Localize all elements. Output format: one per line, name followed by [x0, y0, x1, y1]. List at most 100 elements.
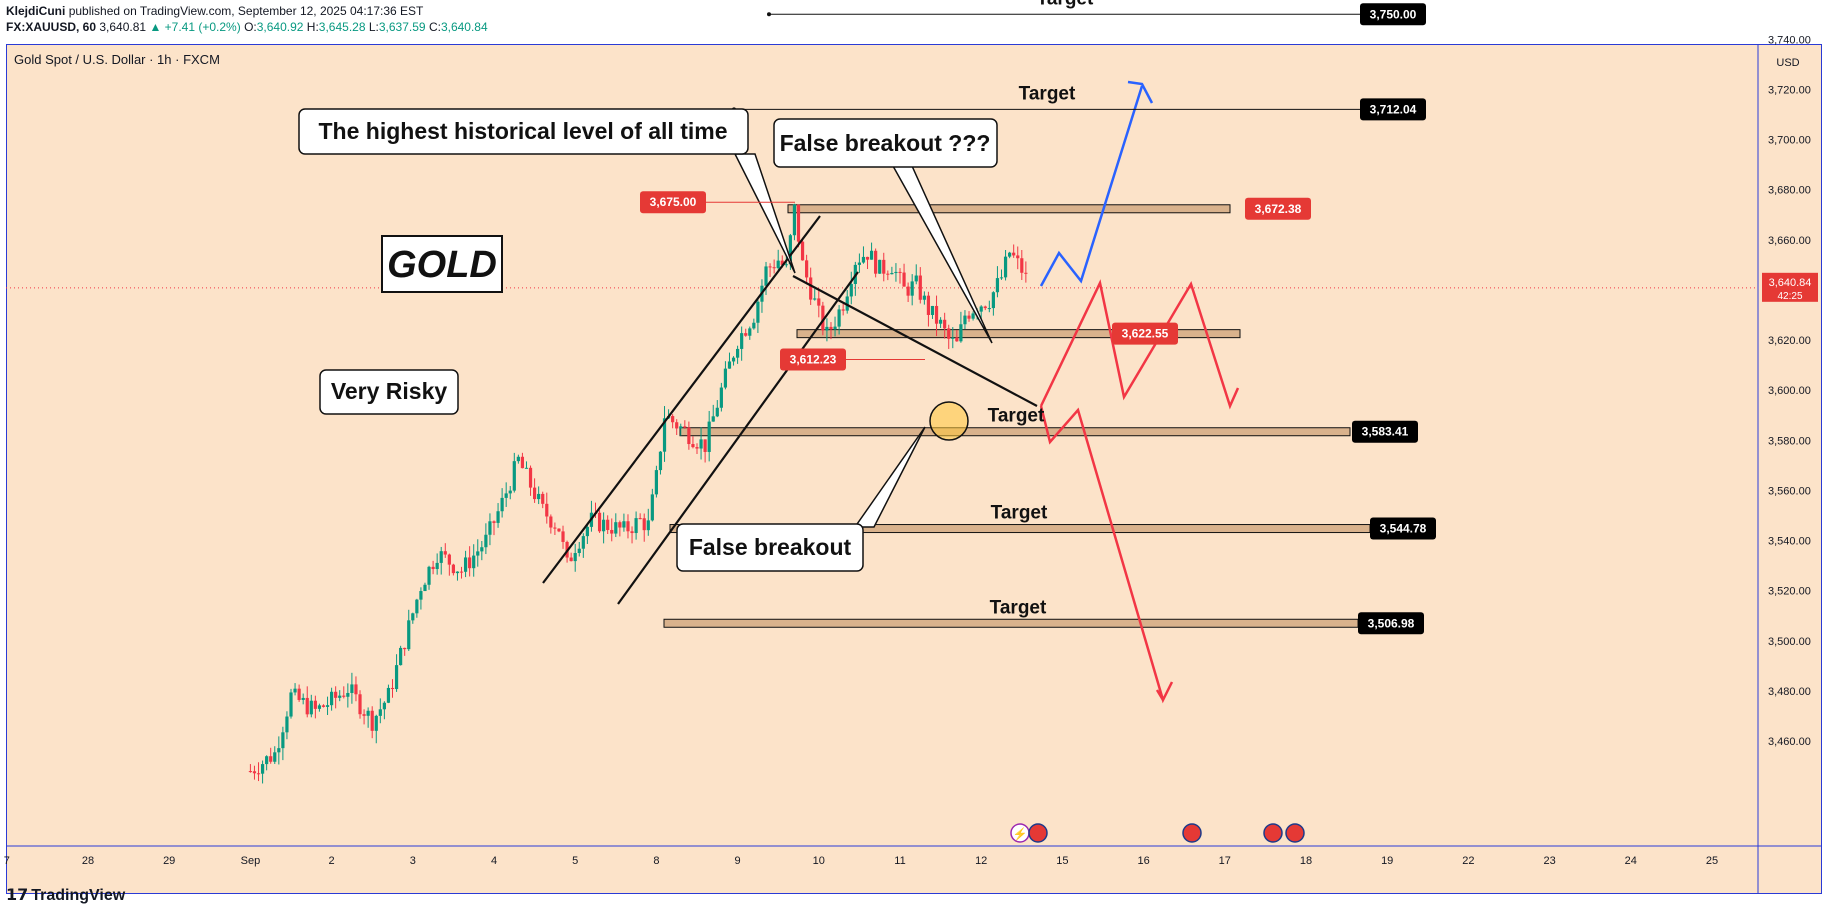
target-zone-3583 [679, 427, 1351, 437]
candle-body [281, 732, 285, 749]
candle-body [662, 418, 667, 452]
time-tick-label: 11 [894, 855, 905, 867]
publish-text: published on TradingView.com, September … [68, 4, 424, 18]
target-label-3750: Target [1037, 0, 1094, 9]
candle-body [512, 461, 516, 491]
time-axis[interactable]: 7 28 29 Sep 2 3 4 5 8 9 10 11 12 15 16 17 18 19 22 23 24 25 [4, 855, 1718, 867]
candle-body [338, 695, 342, 698]
candle-body [679, 426, 683, 429]
candle-body [784, 264, 788, 266]
candle-body [796, 204, 801, 242]
candle-body [293, 688, 297, 693]
candle-body [634, 518, 638, 534]
candle-body [480, 547, 484, 552]
candle-body [362, 714, 366, 716]
symbol-label: FX:XAUUSD, 60 [6, 20, 97, 34]
price-label-3622-box [1112, 322, 1178, 345]
candle-body [553, 527, 557, 529]
candle-body [817, 298, 821, 306]
levels: Target 3,750.00 Target 3,712.04 3,675.00 3,67… [640, 0, 1436, 635]
candle-body [841, 309, 845, 311]
candle-body [573, 553, 577, 562]
event-icons[interactable]: ⚡ [1010, 823, 1305, 843]
price-tick-label: 3,520.00 [1768, 586, 1811, 598]
price-tick-label: 3,700.00 [1768, 135, 1811, 147]
chart-title: Gold Spot / U.S. Dollar · 1h · FXCM [14, 52, 220, 67]
candle-body [1020, 258, 1024, 273]
candle-body [252, 771, 257, 774]
candle-body [569, 557, 573, 562]
candle-body [549, 516, 553, 528]
candle-body [325, 705, 330, 707]
price-tick-label: 3,560.00 [1768, 485, 1811, 497]
candle-body [545, 503, 549, 517]
us-flag-event-icon[interactable] [1028, 823, 1048, 843]
gold-text: GOLD [387, 244, 497, 286]
candle-body [423, 584, 427, 592]
candle-body [463, 557, 468, 572]
candle-body [792, 204, 797, 236]
candle-body [874, 250, 878, 274]
candle-body [561, 531, 565, 542]
channel-upper-line [542, 215, 821, 584]
candle-body [285, 716, 289, 733]
candle-body [350, 684, 354, 693]
candle-body [390, 687, 395, 690]
price-label-3612-text: 3,612.23 [790, 353, 837, 367]
candle-body [577, 548, 581, 554]
price-tick-label: 3,720.00 [1768, 84, 1811, 96]
target-label-3712: Target [1019, 83, 1076, 104]
candle-body [715, 407, 719, 417]
time-tick-label: 24 [1625, 855, 1637, 867]
tradingview-brand[interactable]: 𝟭𝟳 TradingView [6, 887, 126, 904]
candle-body [415, 599, 419, 614]
channel-lower-line [617, 271, 859, 605]
candle-body [683, 426, 687, 428]
bearish-arrowhead [1155, 689, 1165, 701]
candle-body [857, 262, 861, 265]
candle-body [435, 562, 439, 570]
us-flag-event-icon[interactable] [1285, 823, 1305, 843]
bullish-forecast-path [1039, 85, 1144, 287]
target-label-3544: Target [991, 503, 1048, 524]
candle-body [894, 271, 898, 274]
false-q-text: False breakout ??? [780, 130, 991, 156]
candle-body [821, 305, 825, 331]
candle-body [403, 647, 407, 650]
time-tick-label: 17 [1219, 855, 1231, 867]
candle-body [752, 322, 756, 329]
target-label-3506: Target [990, 597, 1047, 618]
candle-body [930, 305, 935, 315]
currency-label[interactable]: USD [1776, 57, 1799, 69]
candle-body [947, 328, 951, 339]
time-tick-label: 7 [4, 855, 10, 867]
price-axis[interactable]: 3,460.00 3,480.00 3,500.00 3,520.00 3,540.00… [1768, 34, 1811, 748]
candle-body [321, 705, 326, 707]
price-tick-label: 3,680.00 [1768, 185, 1811, 197]
candle-body [809, 277, 813, 300]
candle-body [439, 551, 443, 563]
candle-body [472, 555, 476, 569]
price-label-3675-box [640, 191, 706, 214]
candle-body [431, 566, 435, 570]
candle-body [484, 534, 488, 548]
price-tick-label: 3,600.00 [1768, 385, 1811, 397]
candle-body [313, 700, 317, 709]
candle-body [646, 520, 650, 531]
price-tick-label: 3,580.00 [1768, 435, 1811, 447]
us-flag-event-icon[interactable] [1182, 823, 1202, 843]
candle-body [658, 451, 663, 471]
us-flag-event-icon[interactable] [1263, 823, 1283, 843]
candle-body [488, 521, 492, 535]
price-tick-label: 3,500.00 [1768, 636, 1811, 648]
candle-body [528, 467, 533, 488]
price-label-3712-text: 3,712.04 [1370, 102, 1417, 116]
candle-body [800, 241, 805, 261]
channel-lines [542, 215, 1038, 605]
candle-body [386, 687, 391, 703]
candle-body [537, 493, 541, 500]
candle-body [618, 522, 622, 528]
candle-body [837, 309, 841, 327]
candle-body [622, 521, 626, 528]
